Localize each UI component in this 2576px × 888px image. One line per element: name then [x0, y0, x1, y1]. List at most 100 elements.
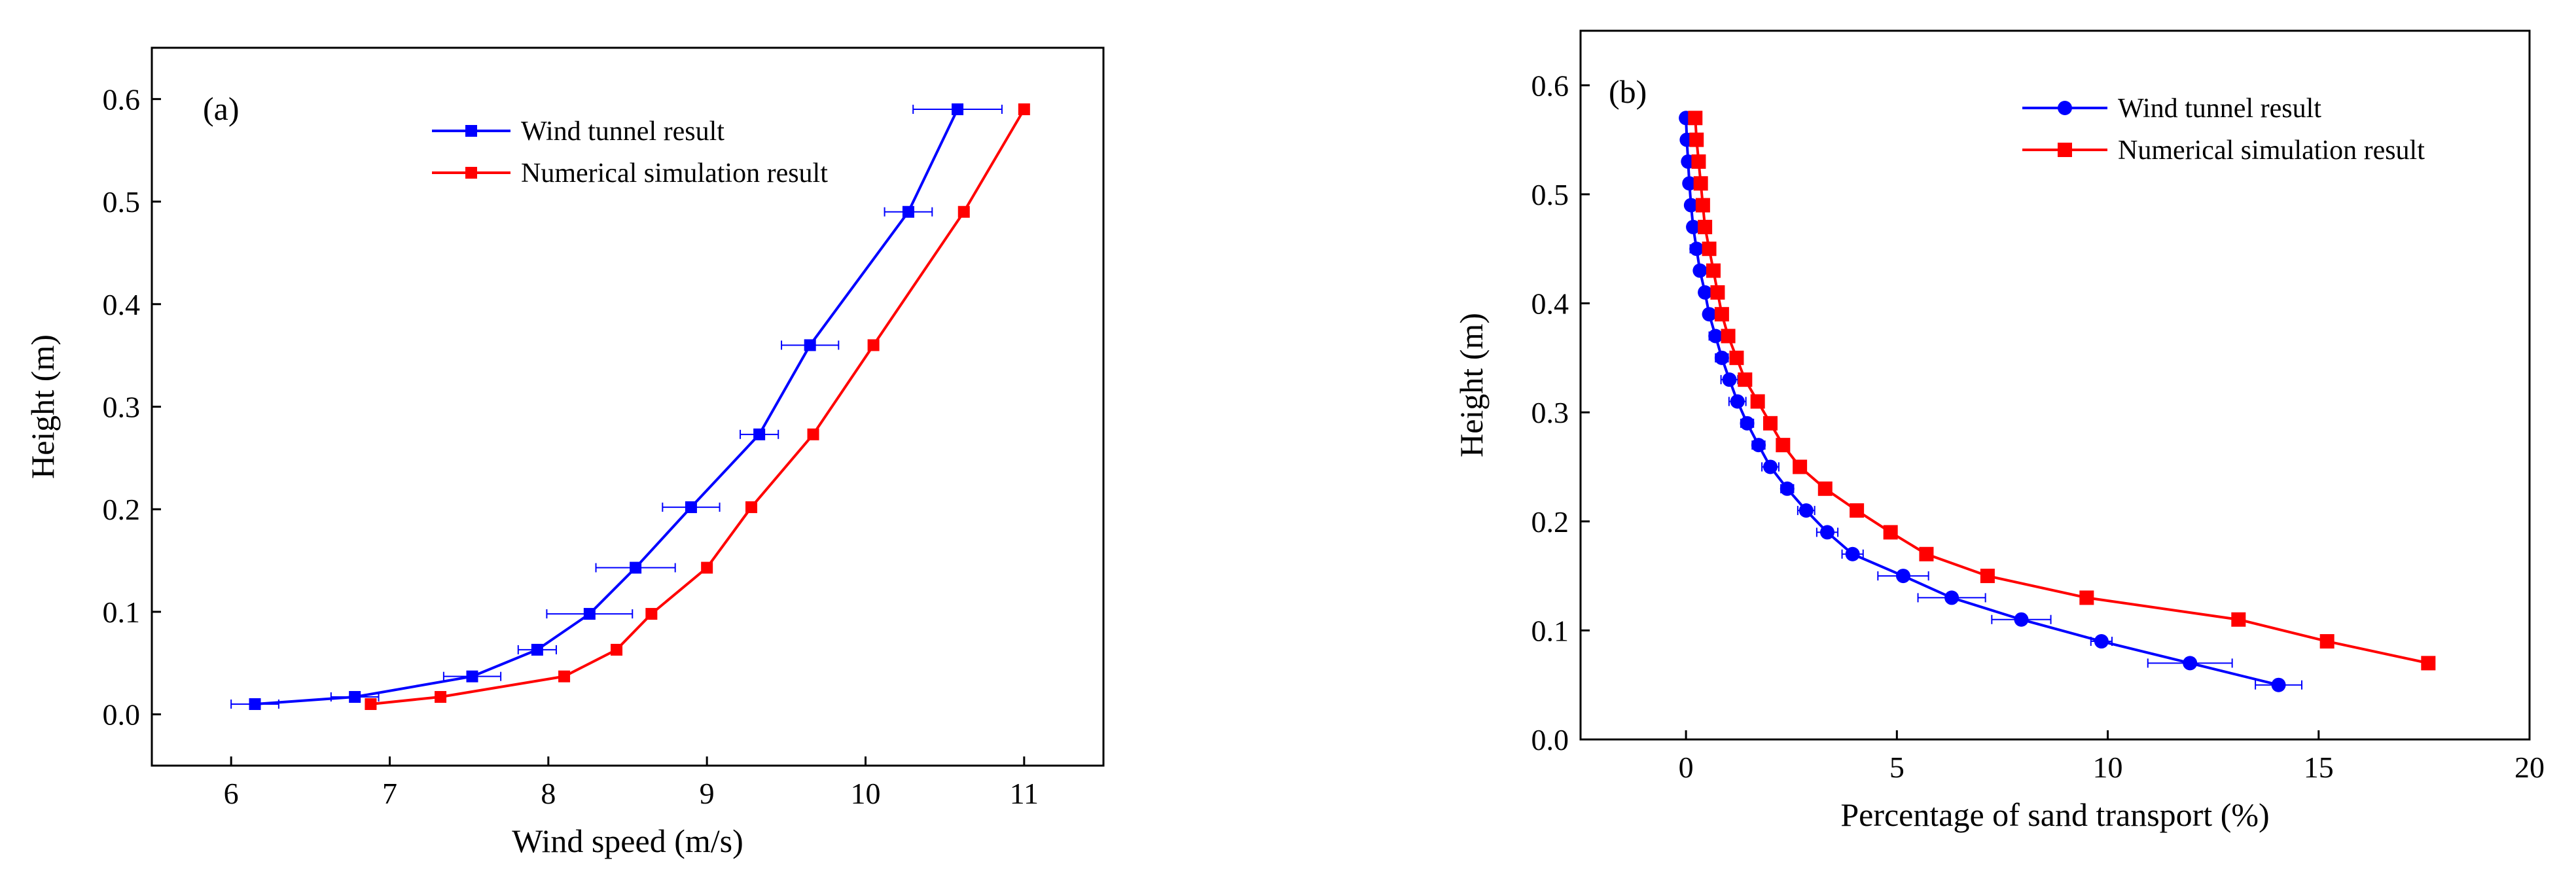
data-point: [1740, 416, 1755, 431]
data-point: [1691, 154, 1706, 169]
data-point: [1729, 350, 1744, 365]
data-point: [1820, 525, 1834, 540]
data-point: [1693, 176, 1708, 191]
y-axis-title: Height (m): [24, 334, 61, 479]
series-wind-tunnel: [230, 103, 1003, 710]
y-tick-label: 0.5: [103, 185, 141, 219]
y-tick-label: 0.4: [1531, 287, 1569, 321]
legend-label: Wind tunnel result: [521, 116, 724, 147]
data-point: [745, 501, 758, 514]
data-point: [1722, 372, 1737, 387]
series-line: [370, 109, 1026, 705]
data-point: [804, 339, 816, 351]
data-point: [1689, 132, 1704, 147]
y-tick-label: 0.1: [103, 595, 141, 629]
data-point: [701, 561, 713, 574]
x-tick-label: 6: [224, 777, 239, 810]
legend-label: Numerical simulation result: [521, 158, 828, 188]
data-point: [1730, 394, 1745, 409]
legend-marker: [2058, 101, 2072, 115]
data-point: [2079, 590, 2094, 605]
data-point: [558, 670, 571, 683]
data-point: [753, 428, 766, 440]
data-point: [1750, 394, 1765, 409]
chart-panel-b: 0 5 10 15 20 0.0 0.1 0.2 0.3 0.4 0.5 0.6 Percentage …: [1453, 29, 2545, 833]
legend-label: Numerical simulation result: [2118, 135, 2425, 166]
data-point: [1702, 307, 1717, 322]
panel-label: (a): [203, 90, 240, 127]
data-point: [867, 339, 880, 351]
data-point: [2421, 656, 2436, 671]
data-point: [1702, 241, 1717, 257]
y-tick-label: 0.3: [103, 391, 141, 424]
data-point: [2014, 612, 2029, 627]
data-point: [531, 643, 543, 656]
data-point: [2319, 634, 2334, 649]
data-point: [1776, 438, 1791, 453]
legend-marker: [465, 167, 477, 179]
data-point: [1721, 329, 1736, 344]
data-point: [1793, 459, 1808, 474]
data-point: [1817, 481, 1833, 496]
data-point: [1708, 329, 1723, 344]
series-numerical-simulation: [365, 103, 1030, 710]
data-point: [1686, 219, 1701, 234]
data-point: [1738, 372, 1753, 387]
data-point: [1850, 503, 1865, 518]
data-point: [1919, 546, 1934, 561]
data-point: [1763, 459, 1778, 474]
data-point: [1751, 438, 1766, 453]
x-tick-label: 7: [382, 777, 397, 810]
data-point: [1689, 241, 1704, 257]
series-wind-tunnel: [1679, 111, 2302, 692]
data-point: [583, 608, 596, 620]
legend-marker: [2058, 143, 2072, 157]
data-point: [611, 643, 623, 656]
series-line: [255, 109, 959, 705]
x-tick-label: 8: [541, 777, 556, 810]
data-point: [645, 608, 658, 620]
series-numerical-simulation: [1688, 111, 2436, 671]
data-point: [2271, 677, 2286, 692]
data-point: [2183, 656, 2198, 671]
data-point: [957, 205, 970, 218]
data-point: [365, 698, 377, 710]
data-point: [952, 103, 964, 116]
y-tick-label: 0.2: [103, 493, 141, 526]
data-point: [1780, 481, 1795, 496]
y-tick-label: 0.0: [103, 698, 141, 732]
x-tick-label: 11: [1010, 777, 1039, 810]
data-point: [1714, 307, 1729, 322]
y-tick-label: 0.6: [103, 82, 141, 116]
x-tick-label: 10: [2093, 751, 2123, 784]
data-point: [807, 428, 819, 440]
data-point: [435, 691, 447, 703]
x-axis-title: Wind speed (m/s): [512, 823, 743, 859]
y-tick-label: 0.6: [1531, 69, 1569, 102]
x-tick-label: 15: [2304, 751, 2334, 784]
x-tick-label: 20: [2514, 751, 2545, 784]
x-tick-label: 0: [1679, 751, 1694, 784]
data-point: [1688, 111, 1703, 126]
data-point: [1695, 198, 1710, 213]
x-tick-label: 10: [851, 777, 881, 810]
legend-marker: [465, 125, 477, 137]
data-point: [1845, 546, 1860, 561]
data-point: [466, 670, 478, 683]
data-point: [1698, 219, 1713, 234]
plot-frame: [1579, 29, 2531, 741]
data-point: [1683, 198, 1698, 213]
series-line: [1694, 118, 2429, 665]
y-tick-label: 0.2: [1531, 505, 1569, 539]
data-point: [685, 501, 697, 514]
chart-panel-a: 6 7 8 9 10 11 0.0 0.1 0.2 0.3 0.4 0.5 0.6 Wind speed …: [24, 46, 1105, 859]
data-point: [1944, 590, 1959, 605]
data-point: [1896, 569, 1910, 584]
legend-label: Wind tunnel result: [2118, 94, 2321, 124]
y-axis-title: Height (m): [1453, 313, 1490, 457]
data-point: [1706, 263, 1721, 278]
data-point: [1883, 525, 1898, 540]
data-point: [349, 691, 361, 703]
